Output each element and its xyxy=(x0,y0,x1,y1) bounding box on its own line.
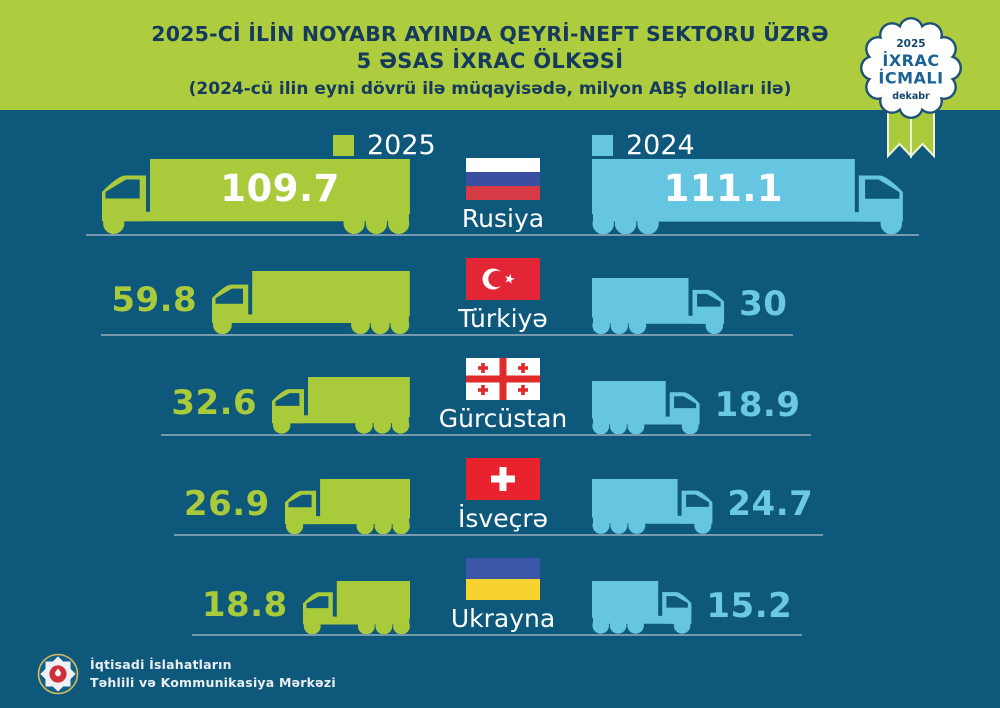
truck-2024-ru xyxy=(592,158,903,234)
badge-title-line2: İCMALI xyxy=(878,69,943,88)
truck-2024-wrap-ru xyxy=(592,158,904,234)
truck-2024-tr xyxy=(592,277,725,334)
page-title-line1: 2025-Cİ İLİN NOYABR AYINDA QEYRİ-NEFT SE… xyxy=(151,22,829,46)
value-2024-ua: 15.2 xyxy=(706,585,793,626)
ch-flag-icon xyxy=(466,458,540,500)
export-row-ru: 109.7 Rusiya 111.1 xyxy=(0,136,1000,236)
org-line2: Təhlili və Kommunikasiya Mərkəzi xyxy=(90,675,336,690)
country-label: Ukrayna xyxy=(450,604,556,633)
value-2024-tr: 30 xyxy=(739,283,788,324)
legend-item-2025: 2025 xyxy=(333,130,436,161)
legend-swatch-2024 xyxy=(592,135,613,156)
badge-year: 2025 xyxy=(896,38,925,50)
value-2025-tr: 59.8 xyxy=(111,279,198,320)
legend-label-2025: 2025 xyxy=(367,130,436,161)
header-band: 2025-Cİ İLİN NOYABR AYINDA QEYRİ-NEFT SE… xyxy=(0,0,1000,110)
truck-2025-wrap-ru xyxy=(101,159,410,234)
footer: İqtisadi İslahatların Təhlili və Kommuni… xyxy=(36,652,336,696)
value-2025-ua: 18.8 xyxy=(201,585,288,626)
legend-item-2024: 2024 xyxy=(592,130,695,161)
badge-face xyxy=(862,19,960,117)
ground-line xyxy=(161,434,811,436)
truck-2024-ua xyxy=(592,581,692,635)
export-row-ua: 18.8 Ukrayna 15.2 xyxy=(0,536,1000,636)
value-2024-ch: 24.7 xyxy=(727,484,814,525)
state-emblem-icon xyxy=(37,653,79,695)
ge-flag-icon xyxy=(466,358,540,400)
country-block-ru: Rusiya xyxy=(428,158,578,233)
country-block-ge: Gürcüstan xyxy=(428,358,578,433)
ground-line xyxy=(173,534,824,536)
truck-2025-wrap-ch xyxy=(284,478,410,534)
truck-2025-ua xyxy=(302,580,410,634)
export-row-ch: 26.9 İsveçrə 24.7 xyxy=(0,436,1000,536)
truck-2024-wrap-ge xyxy=(592,380,701,435)
truck-2024-ge xyxy=(592,380,700,434)
value-2025-ch: 26.9 xyxy=(183,484,270,525)
export-row-ge: 32.6 Gürcüstan 18.9 xyxy=(0,336,1000,436)
truck-2024-wrap-tr xyxy=(592,277,725,334)
ua-flag-icon xyxy=(466,558,540,600)
title-block: 2025-Cİ İLİN NOYABR AYINDA QEYRİ-NEFT SE… xyxy=(0,22,980,99)
ground-line xyxy=(191,634,803,636)
truck-2024-wrap-ch xyxy=(592,479,713,534)
org-line1: İqtisadi İslahatların xyxy=(90,656,232,672)
badge-title-line1: İXRAC xyxy=(882,51,939,70)
country-block-tr: Türkiyə xyxy=(428,258,578,333)
truck-2025-ge xyxy=(272,377,410,434)
chart-rows: 109.7 Rusiya 111.1 59.8 Türkiyə 30 32.6 Gürcüst… xyxy=(0,136,1000,636)
truck-2025-tr xyxy=(212,270,410,334)
truck-2025-wrap-ge xyxy=(271,377,410,434)
value-2025-ru: 109.7 xyxy=(220,167,340,211)
rosette-badge-icon: 2025 İXRAC İCMALI dekabr xyxy=(860,17,962,159)
country-label: İsveçrə xyxy=(458,504,548,533)
ground-line xyxy=(101,334,794,336)
organization-name: İqtisadi İslahatların Təhlili və Kommuni… xyxy=(90,656,336,692)
truck-2025-wrap-ua xyxy=(302,580,410,635)
country-label: Gürcüstan xyxy=(438,404,568,433)
ground-line xyxy=(86,234,919,236)
truck-2025-ch xyxy=(284,478,410,534)
country-block-ua: Ukrayna xyxy=(428,558,578,633)
ixrac-icmali-badge: 2025 İXRAC İCMALI dekabr xyxy=(856,6,966,170)
country-label: Türkiyə xyxy=(458,304,548,333)
legend-swatch-2025 xyxy=(333,135,354,156)
export-row-tr: 59.8 Türkiyə 30 xyxy=(0,236,1000,336)
value-2025-ge: 32.6 xyxy=(171,383,258,424)
country-block-ch: İsveçrə xyxy=(428,458,578,533)
legend-label-2024: 2024 xyxy=(626,130,695,161)
truck-2025-wrap-tr xyxy=(211,270,410,334)
country-label: Rusiya xyxy=(461,204,545,233)
value-2024-ru: 111.1 xyxy=(663,167,784,211)
truck-2024-ch xyxy=(592,479,713,534)
page-title-line2: 5 ƏSAS İXRAC ÖLKƏSİ xyxy=(356,49,624,73)
tr-flag-icon xyxy=(466,258,540,300)
truck-2025-ru xyxy=(102,159,410,234)
value-2024-ge: 18.9 xyxy=(714,385,801,426)
page-subtitle: (2024-cü ilin eyni dövrü ilə müqayisədə,… xyxy=(188,79,792,99)
badge-month: dekabr xyxy=(892,91,930,102)
ru-flag-icon xyxy=(466,158,540,200)
truck-2024-wrap-ua xyxy=(592,581,692,635)
